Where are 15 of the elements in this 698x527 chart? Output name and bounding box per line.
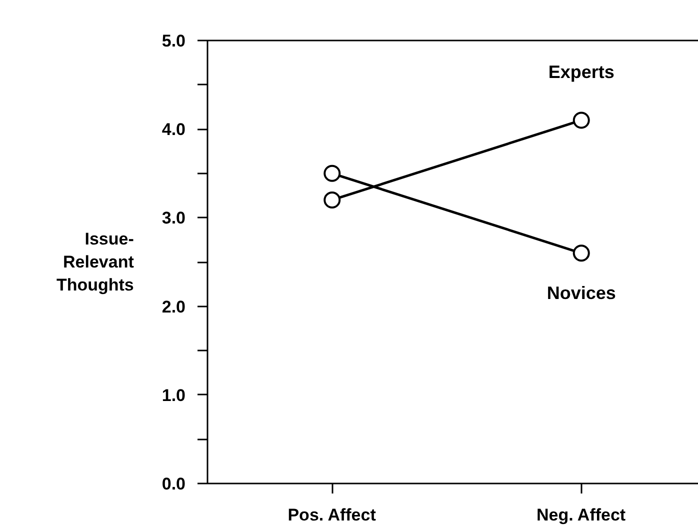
x-tick-label: Neg. Affect xyxy=(536,506,626,524)
y-axis-title: Issue- Relevant Thoughts xyxy=(56,230,134,294)
y-tick-label: 4.0 xyxy=(162,120,186,140)
point xyxy=(324,191,341,208)
text: Experts xyxy=(548,62,614,82)
y-tick-label: 1.0 xyxy=(162,386,186,405)
y-tick-label: 0.0 xyxy=(162,474,186,494)
y-tick-label: 3.0 xyxy=(162,208,186,228)
series-label: Novices xyxy=(546,283,616,304)
y-tick-label: 2.0 xyxy=(162,297,186,316)
x-tick-label: Pos. Affect xyxy=(288,506,376,524)
y-tick-label: 5.0 xyxy=(162,32,186,50)
point xyxy=(572,244,590,262)
point xyxy=(324,164,341,182)
point xyxy=(572,112,590,129)
